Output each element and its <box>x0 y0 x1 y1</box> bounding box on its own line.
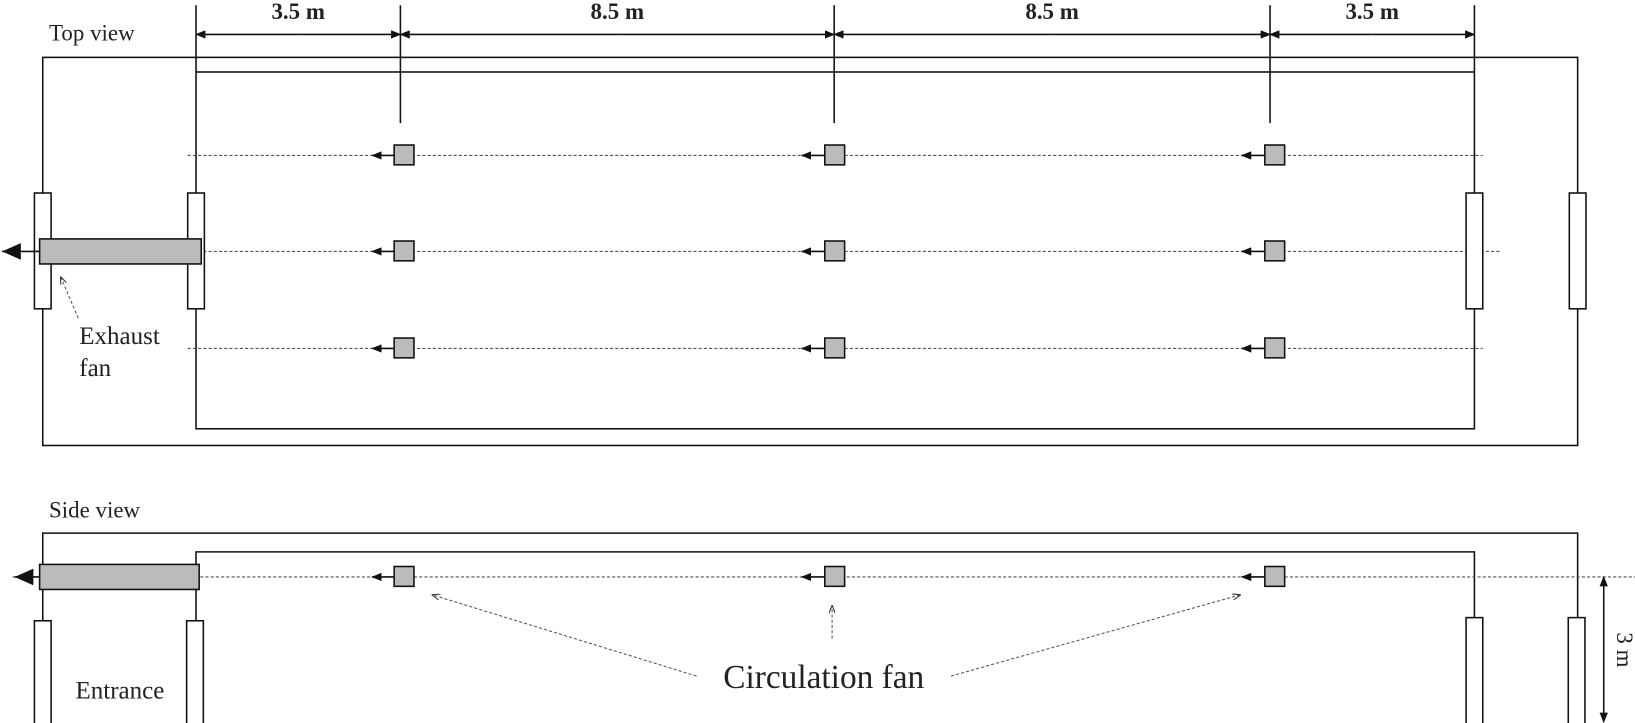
exhaust-label: Exhaust <box>79 323 160 350</box>
dimension-label: 3.5 m <box>271 0 325 24</box>
exhaust-fan <box>14 563 200 591</box>
height-label: 3 m <box>1612 632 1635 667</box>
exhaust-fan <box>2 238 203 319</box>
view-title: Side view <box>49 498 141 523</box>
dimension-label: 8.5 m <box>1025 0 1079 24</box>
dimension-label: 8.5 m <box>591 0 645 24</box>
callout-arrows <box>432 595 1241 677</box>
end-walls <box>33 192 1587 310</box>
view-title: Top view <box>49 21 135 46</box>
side-view: Side view Entrance Circulation fan 3 m <box>12 498 1635 723</box>
circulation-fans <box>371 144 1284 358</box>
exhaust-label: fan <box>79 355 111 382</box>
end-walls <box>33 616 1586 723</box>
circulation-fan-label: Circulation fan <box>723 659 924 696</box>
dimension-label: 3.5 m <box>1345 0 1399 24</box>
top-view: Top view 3.5 m 8.5 m 8.5 m 3.5 m <box>2 0 1587 447</box>
dimension-lines <box>194 5 1476 124</box>
entrance-label: Entrance <box>75 677 164 704</box>
